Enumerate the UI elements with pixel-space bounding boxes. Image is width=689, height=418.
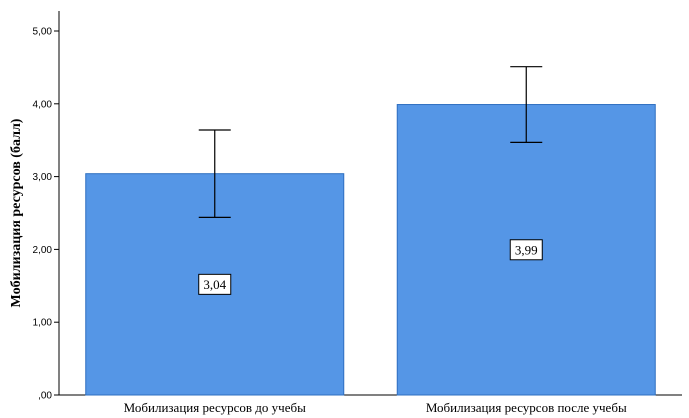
value-label-1: 3,99 [515,242,538,257]
category-label-1: Мобилизация ресурсов после учебы [426,400,627,415]
value-label-box-0 [198,273,232,295]
y-tick-label-1: 1,00 [33,318,53,329]
labels: 3,04 Мобилизация ресурсов до учебы 3,99 Моб… [124,239,627,415]
y-tick-label-5: 5,00 [33,27,53,38]
y-tick-label-3: 3,00 [33,172,53,183]
value-label-0: 3,04 [203,277,226,292]
bars [85,66,656,396]
y-tick-label-2: 2,00 [33,245,53,256]
y-axis-title: Мобилизация ресурсов (балл) [9,118,24,307]
category-label-0: Мобилизация ресурсов до учебы [124,400,306,415]
y-tick-label-4: 4,00 [33,99,53,110]
y-tick-label-0: ,00 [38,391,52,402]
value-label-box-1 [509,239,543,261]
